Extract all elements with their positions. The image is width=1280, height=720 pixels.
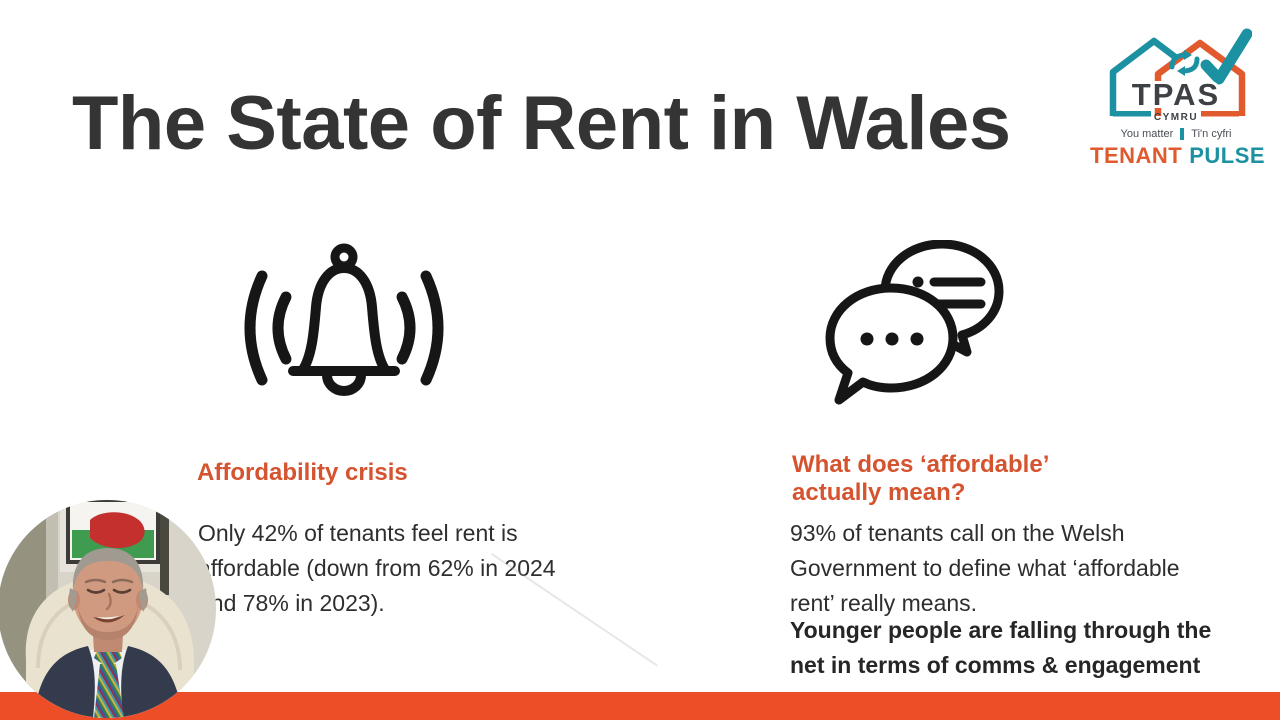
brand-tenant: TENANT xyxy=(1090,143,1183,168)
logo-region: CYMRU xyxy=(1154,112,1198,123)
logo-wordmark: TPAS xyxy=(1132,77,1220,112)
logo-tagline-welsh: Ti'n cyfri xyxy=(1191,128,1232,140)
brand-pulse: PULSE xyxy=(1189,143,1266,168)
logo-tagline-english: You matter xyxy=(1120,128,1174,140)
left-heading: Affordability crisis xyxy=(197,459,408,486)
right-body-text: 93% of tenants call on the Welsh Governm… xyxy=(790,520,1180,616)
bottom-accent-bar xyxy=(0,692,1280,720)
tpas-houses-check-icon: TPAS CYMRU xyxy=(1109,28,1252,123)
presenter-avatar xyxy=(0,500,216,718)
presenter-webcam xyxy=(0,500,216,718)
bell-icon xyxy=(244,243,444,396)
right-heading: What does ‘affordable’ actually mean? xyxy=(792,451,1049,506)
tenant-pulse-brand: TENANT PULSE xyxy=(1090,143,1266,169)
tpas-tenant-pulse-logo: TPAS CYMRU You matter Ti'n cyfri TENANT P… xyxy=(1090,26,1266,169)
right-emphasis-text: Younger people are falling through the n… xyxy=(790,617,1212,678)
slide-title: The State of Rent in Wales xyxy=(72,81,1011,166)
left-body-text: Only 42% of tenants feel rent is afforda… xyxy=(198,520,556,616)
speech-bubbles-icon xyxy=(825,240,1004,405)
logo-tagline: You matter Ti'n cyfri xyxy=(1090,128,1262,140)
tagline-divider xyxy=(1180,128,1185,140)
